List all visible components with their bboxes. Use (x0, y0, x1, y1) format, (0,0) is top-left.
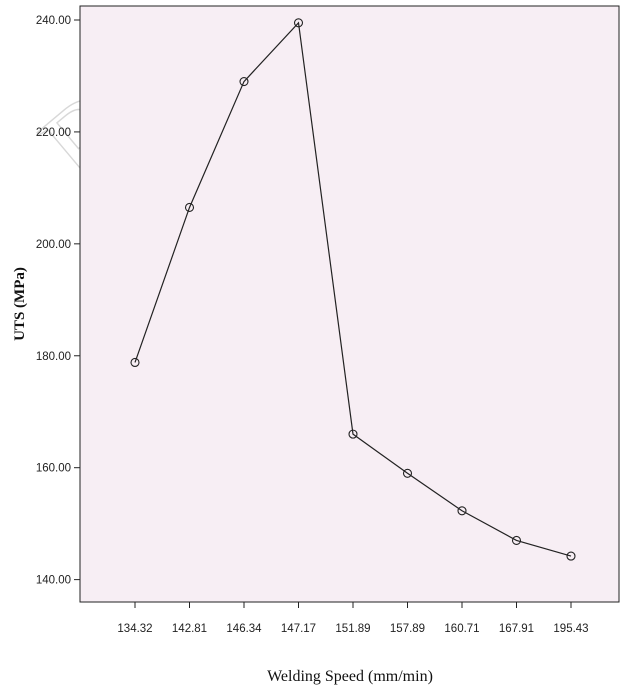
y-tick-label-0: 140.00 (36, 575, 71, 587)
y-axis: 140.00 160.00 180.00 200.00 220.00 240.00 (36, 15, 80, 587)
y-tick-label-5: 240.00 (36, 15, 71, 27)
data-point-3 (293, 18, 304, 28)
data-point-6 (457, 506, 467, 516)
data-point-1 (184, 202, 195, 213)
x-axis: 134.32 142.81 146.34 147.17 151.89 157.89 160.… (117, 602, 589, 635)
x-tick-label-4: 151.89 (335, 623, 370, 635)
x-tick-label-1: 142.81 (172, 623, 207, 635)
x-tick-label-2: 146.34 (226, 623, 262, 635)
x-tick-label-6: 160.71 (444, 623, 479, 635)
y-tick-label-1: 160.00 (36, 463, 71, 475)
data-point-0 (130, 357, 140, 368)
data-point-4 (348, 429, 358, 439)
x-tick-label-8: 195.43 (553, 623, 588, 635)
plot-area (79, 5, 620, 603)
y-axis-title: UTS (MPa) (12, 267, 28, 341)
y-tick-label-2: 180.00 (36, 351, 71, 363)
x-tick-label-0: 134.32 (117, 623, 152, 635)
data-point-2 (239, 76, 249, 87)
x-tick-label-7: 167.91 (499, 623, 534, 635)
x-tick-label-5: 157.89 (390, 623, 425, 635)
x-axis-title: Welding Speed (mm/min) (267, 668, 433, 685)
x-tick-label-3: 147.17 (281, 623, 316, 635)
series-line (134, 21, 572, 557)
y-tick-label-3: 200.00 (36, 239, 71, 251)
data-point-5 (402, 468, 413, 478)
data-point-8 (566, 551, 576, 561)
data-points (130, 18, 576, 561)
y-tick-label-4: 220.00 (36, 127, 71, 139)
data-point-7 (511, 535, 522, 545)
